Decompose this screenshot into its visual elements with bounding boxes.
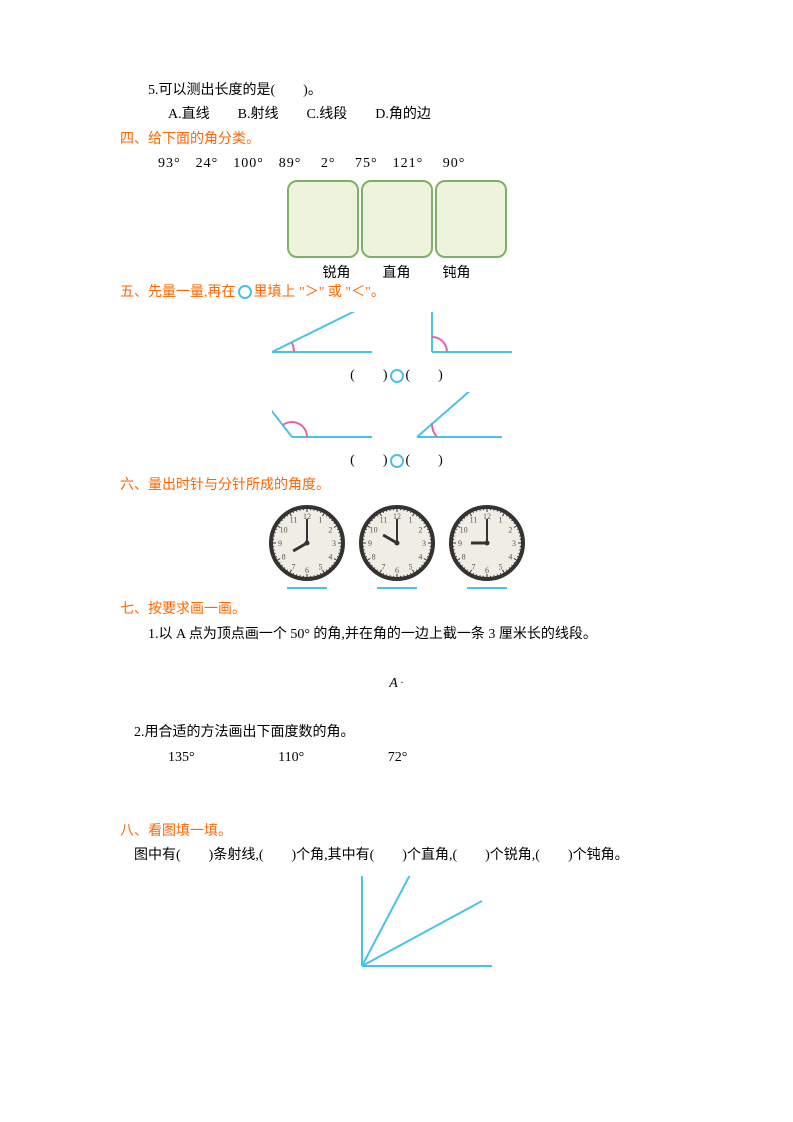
label-obtuse: 钝角 — [443, 262, 471, 282]
deg-110: 110° — [278, 747, 304, 769]
section-8-text: 图中有( )条射线,( )个角,其中有( )个直角,( )个锐角,( )个钝角。 — [120, 845, 673, 867]
compare-circle-icon[interactable] — [390, 369, 404, 383]
svg-text:4: 4 — [328, 553, 332, 562]
svg-text:3: 3 — [332, 539, 336, 548]
svg-text:1: 1 — [318, 516, 322, 525]
section-5-title: 五、先量一量,再在 里填上 "＞" 或 "＜"。 — [120, 282, 673, 304]
answer-line[interactable] — [377, 587, 417, 589]
compare-circle-icon[interactable] — [390, 454, 404, 468]
angle-pair-2 — [120, 392, 673, 447]
svg-text:8: 8 — [371, 553, 375, 562]
svg-text:4: 4 — [508, 553, 512, 562]
svg-text:5: 5 — [498, 563, 502, 572]
svg-text:11: 11 — [379, 516, 387, 525]
right-box[interactable] — [361, 180, 433, 258]
svg-text:10: 10 — [279, 526, 287, 535]
answer-line[interactable] — [287, 587, 327, 589]
svg-text:2: 2 — [328, 526, 332, 535]
svg-text:6: 6 — [395, 566, 399, 575]
svg-text:10: 10 — [369, 526, 377, 535]
svg-text:8: 8 — [281, 553, 285, 562]
section-7-q1: 1.以 A 点为顶点画一个 50° 的角,并在角的一边上截一条 3 厘米长的线段… — [120, 624, 673, 646]
svg-text:3: 3 — [512, 539, 516, 548]
svg-text:7: 7 — [471, 563, 475, 572]
svg-text:5: 5 — [408, 563, 412, 572]
svg-text:2: 2 — [418, 526, 422, 535]
svg-text:4: 4 — [418, 553, 422, 562]
paren-row-2: ( ) ( ) — [120, 449, 673, 469]
question-5-options: A.直线 B.射线 C.线段 D.角的边 — [120, 104, 673, 126]
label-right: 直角 — [383, 262, 411, 282]
svg-text:5: 5 — [318, 563, 322, 572]
angle-1b — [412, 312, 522, 362]
answer-line[interactable] — [467, 587, 507, 589]
paren[interactable]: ( ) — [350, 453, 387, 468]
angle-2b — [412, 392, 522, 447]
compare-circle-icon — [238, 285, 252, 299]
clock-1: 123456789101112 — [267, 503, 347, 583]
svg-text:8: 8 — [461, 553, 465, 562]
angle-pair-1 — [120, 312, 673, 362]
svg-text:3: 3 — [422, 539, 426, 548]
category-boxes — [120, 180, 673, 258]
deg-135: 135° — [168, 747, 195, 769]
clocks-row: 123456789101112 123456789101112 12345678… — [120, 503, 673, 583]
svg-text:1: 1 — [498, 516, 502, 525]
box-labels: 锐角 直角 钝角 — [120, 262, 673, 282]
svg-text:1: 1 — [408, 516, 412, 525]
svg-text:7: 7 — [291, 563, 295, 572]
svg-text:11: 11 — [469, 516, 477, 525]
paren-row-1: ( ) ( ) — [120, 364, 673, 384]
acute-box[interactable] — [287, 180, 359, 258]
svg-text:10: 10 — [459, 526, 467, 535]
s5-pre: 五、先量一量,再在 — [120, 285, 236, 300]
paren[interactable]: ( ) — [406, 453, 443, 468]
svg-text:9: 9 — [458, 539, 462, 548]
svg-text:9: 9 — [368, 539, 372, 548]
obtuse-box[interactable] — [435, 180, 507, 258]
section-8-title: 八、看图填一填。 — [120, 821, 673, 843]
rays-svg — [292, 876, 502, 976]
section-4-title: 四、给下面的角分类。 — [120, 129, 673, 151]
svg-text:2: 2 — [508, 526, 512, 535]
svg-text:11: 11 — [289, 516, 297, 525]
svg-text:9: 9 — [278, 539, 282, 548]
section-7-title: 七、按要求画一画。 — [120, 599, 673, 621]
paren[interactable]: ( ) — [350, 368, 387, 383]
label-acute: 锐角 — [323, 262, 351, 282]
angle-1a — [272, 312, 382, 362]
degree-row: 135° 110° 72° — [120, 747, 673, 769]
question-5: 5.可以测出长度的是( )。 — [120, 80, 673, 102]
clock-2: 123456789101112 — [357, 503, 437, 583]
clock-3: 123456789101112 — [447, 503, 527, 583]
paren[interactable]: ( ) — [406, 368, 443, 383]
deg-72: 72° — [388, 747, 408, 769]
s5-post: 里填上 "＞" 或 "＜"。 — [254, 285, 385, 300]
section-4-angles: 93° 24° 100° 89° 2° 75° 121° 90° — [120, 153, 673, 175]
section-7-q2: 2.用合适的方法画出下面度数的角。 — [120, 722, 673, 744]
section-6-title: 六、量出时针与分针所成的角度。 — [120, 475, 673, 497]
svg-text:7: 7 — [381, 563, 385, 572]
angle-2a — [272, 392, 382, 447]
point-a: A — [120, 676, 673, 692]
rays-figure — [120, 876, 673, 976]
svg-text:6: 6 — [305, 566, 309, 575]
svg-text:6: 6 — [485, 566, 489, 575]
